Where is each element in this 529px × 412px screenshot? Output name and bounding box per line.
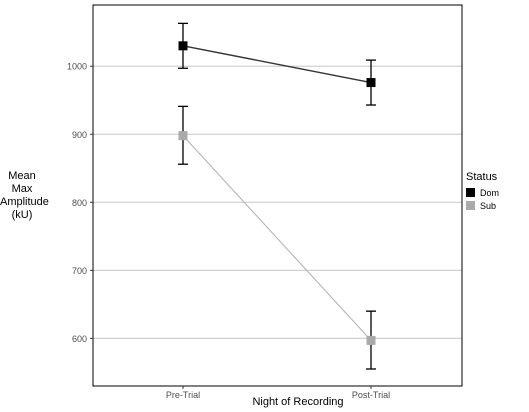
data-point-0 <box>178 41 188 51</box>
y-label-line: (kU) <box>11 209 33 221</box>
legend-label-dom: Dom <box>480 187 500 198</box>
plot-panel <box>92 4 463 387</box>
data-point-1 <box>366 335 376 345</box>
y-tick-label-600: 600 <box>72 334 87 344</box>
legend-item-sub: Sub <box>466 199 499 212</box>
data-point-1 <box>366 78 376 88</box>
x-axis-label: Night of Recording <box>252 396 344 408</box>
y-label-line: Mean <box>8 170 36 182</box>
data-point-0 <box>178 131 188 141</box>
y-tick-label-800: 800 <box>72 198 87 208</box>
y-tick-label-900: 900 <box>72 130 87 140</box>
series-layer <box>178 22 376 370</box>
x-axis-ticks: Pre-Trial Post-Trial <box>166 386 390 400</box>
x-tick-label-0: Pre-Trial <box>166 390 200 400</box>
y-tick-label-1000: 1000 <box>67 62 87 72</box>
legend-title: Status <box>466 171 498 183</box>
grid-lines <box>93 65 462 339</box>
x-tick-label-1: Post-Trial <box>352 390 390 400</box>
series-dom <box>178 22 376 106</box>
legend-swatch-dom <box>466 188 475 197</box>
y-axis-label: Mean Max Amplitude (kU) <box>0 170 49 222</box>
legend-label-sub: Sub <box>480 200 497 211</box>
y-axis-ticks: 600 700 800 900 1000 <box>67 62 93 344</box>
y-label-line: Max <box>11 183 33 195</box>
legend: Status Dom Sub <box>466 171 499 212</box>
legend-swatch-sub <box>466 201 475 210</box>
y-label-line: Amplitude <box>0 196 49 208</box>
legend-item-dom: Dom <box>466 186 499 199</box>
series-sub <box>178 105 376 370</box>
series-line-dom <box>182 45 372 84</box>
y-tick-label-700: 700 <box>72 266 87 276</box>
series-line-sub <box>182 135 372 341</box>
